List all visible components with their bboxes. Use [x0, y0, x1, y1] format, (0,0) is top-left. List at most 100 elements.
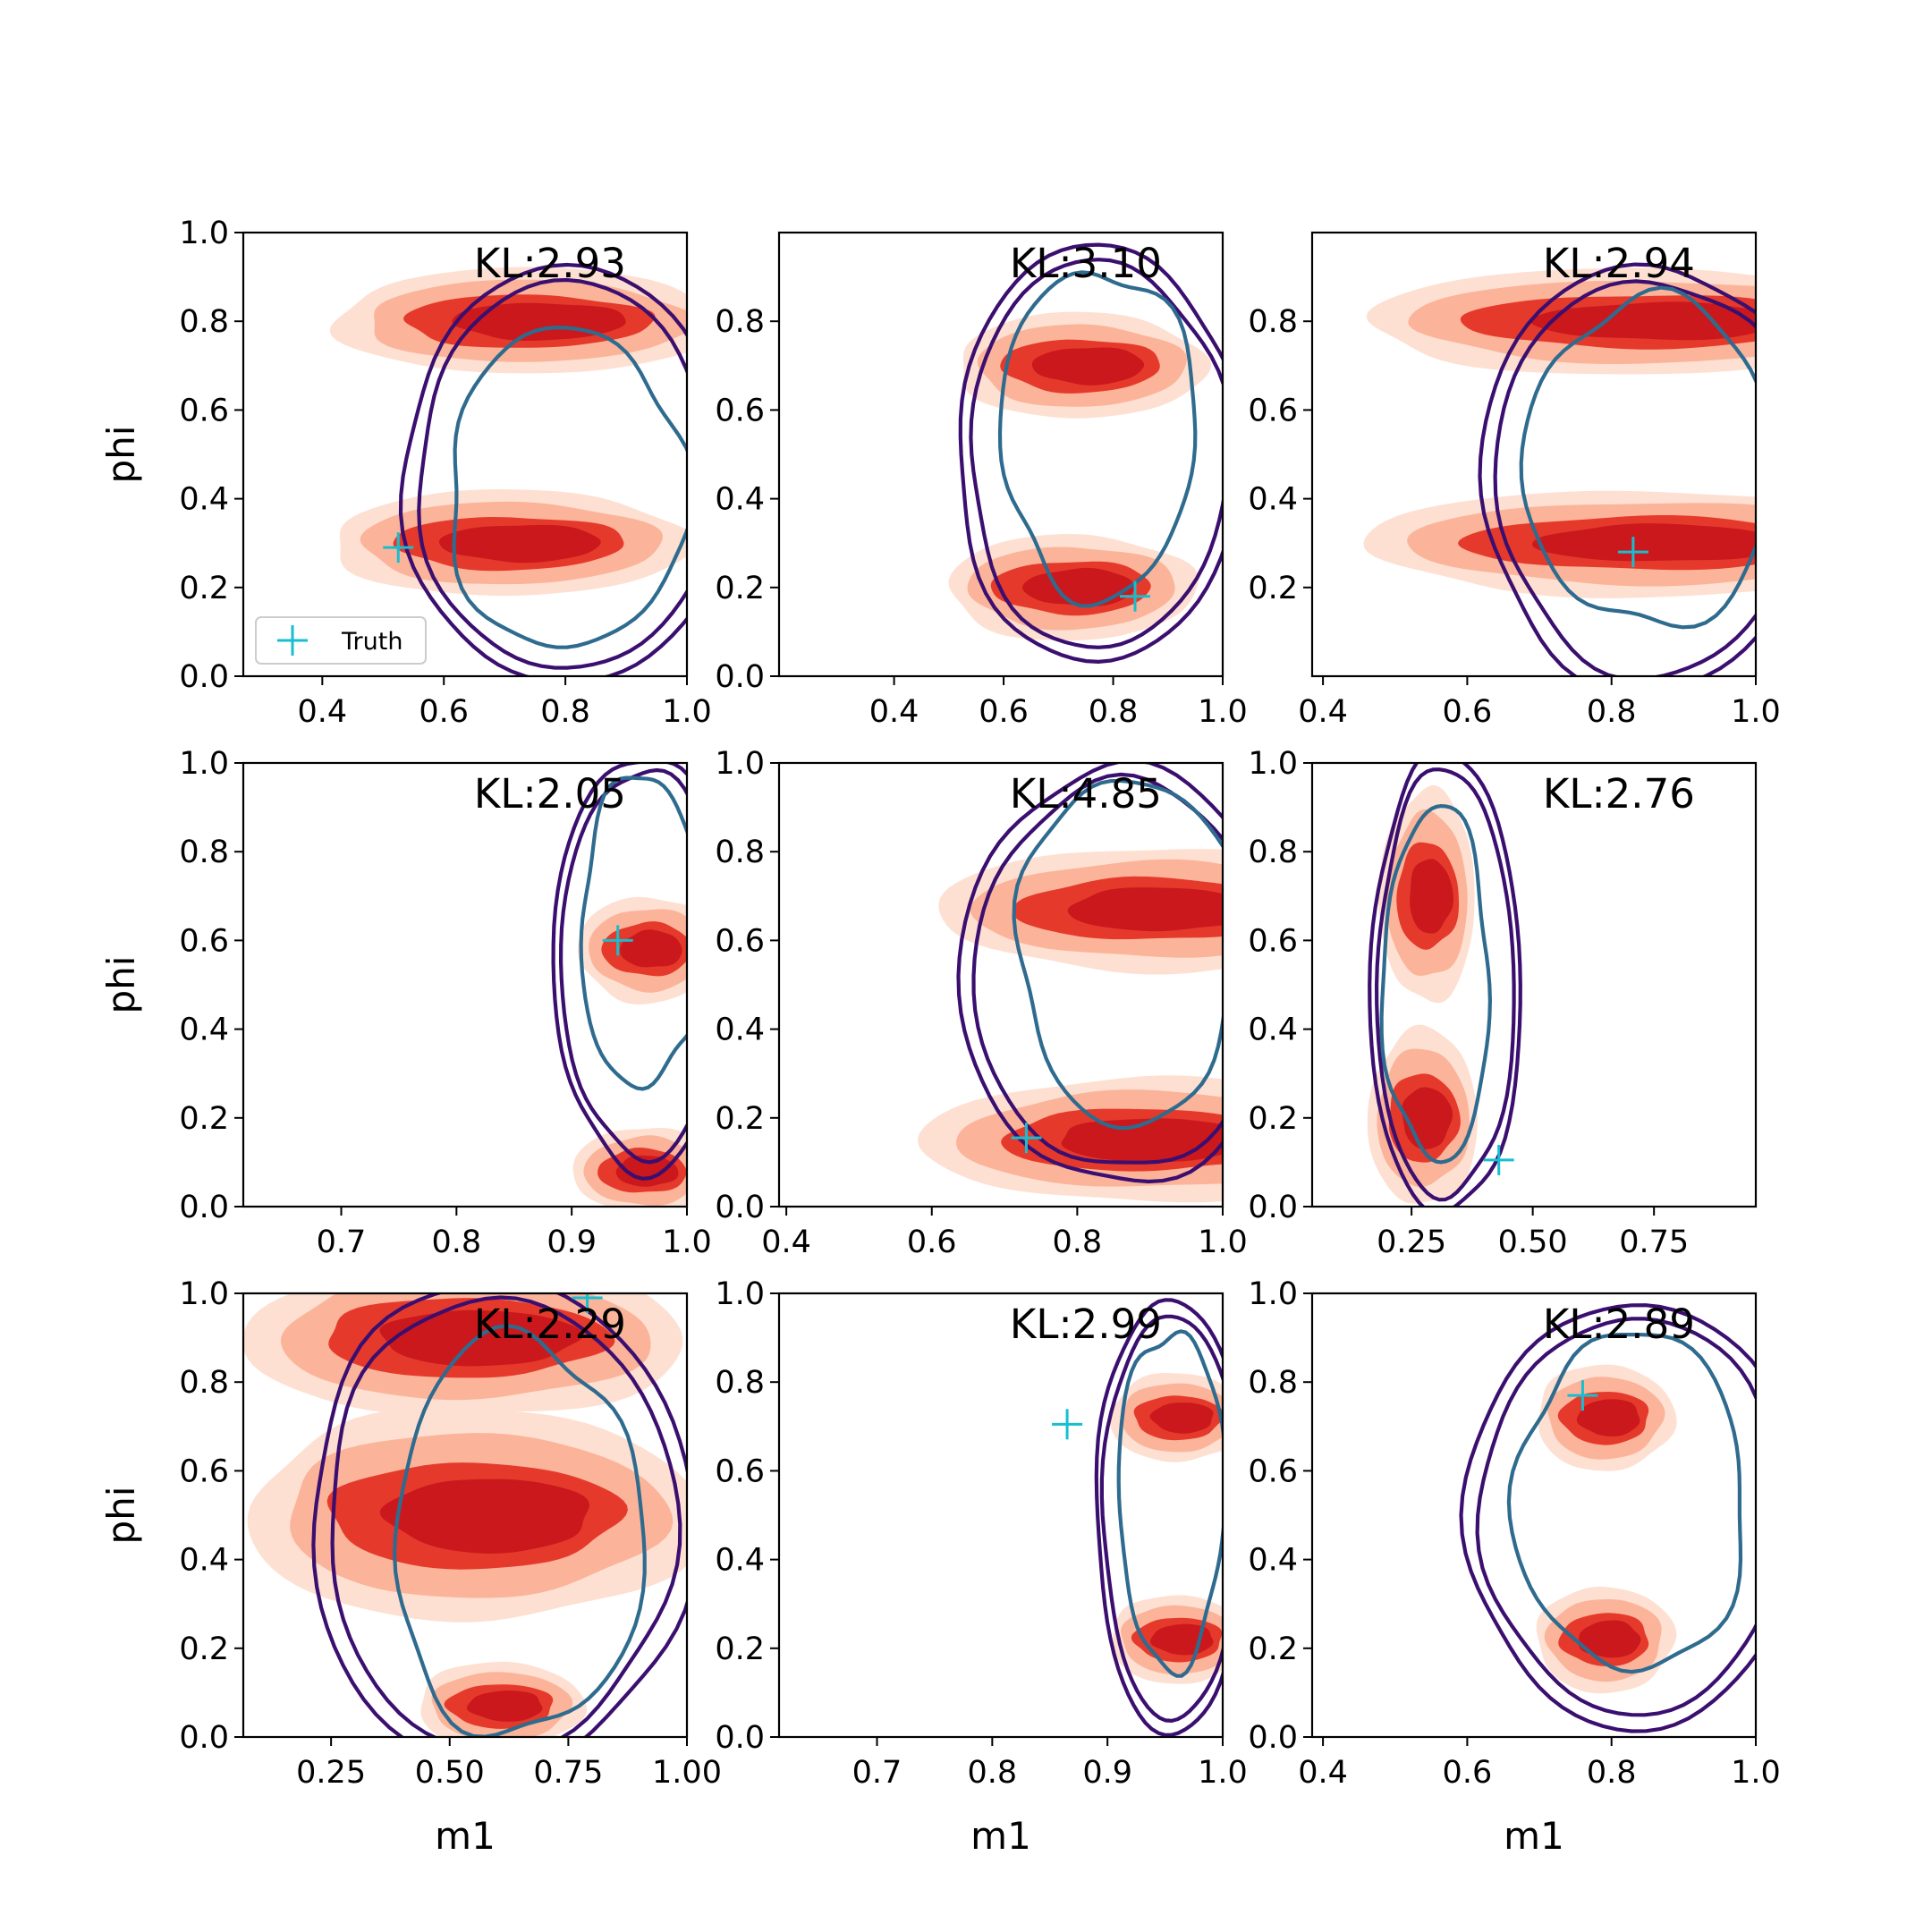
outer-contour	[551, 763, 687, 1181]
plot-area	[1363, 262, 1756, 676]
axes-frame	[242, 761, 689, 1208]
y-tick-label: 0.8	[179, 835, 229, 870]
x-tick-label: 0.4	[1298, 694, 1348, 730]
axes-frame	[242, 1292, 689, 1739]
truth-marker	[1567, 1380, 1598, 1411]
outer-contour	[330, 1295, 682, 1737]
kl-annotation: KL:3.10	[1010, 240, 1162, 287]
outer-contour	[1094, 1298, 1223, 1737]
y-tick-label: 0.8	[715, 304, 765, 340]
x-tick-label: 1.0	[1731, 694, 1781, 730]
kde-level-4	[1031, 347, 1144, 386]
y-tick-label: 1.0	[715, 1276, 765, 1312]
outer-contour	[1493, 279, 1756, 676]
y-tick-label: 0.4	[715, 1013, 765, 1048]
plot-area	[243, 1293, 687, 1737]
inner-contour	[452, 325, 687, 649]
inner-contour	[1012, 778, 1223, 1131]
y-tick-label: 0.6	[179, 393, 229, 428]
x-axis-label: m1	[435, 1814, 496, 1858]
plot-area	[551, 763, 687, 1207]
y-tick-label: 0.0	[179, 659, 229, 695]
y-tick-label: 0.6	[715, 923, 765, 959]
outer-contour	[1374, 767, 1516, 1202]
axes-frame	[1310, 231, 1758, 678]
kde-level-4	[1149, 1402, 1214, 1434]
outer-contour	[558, 767, 687, 1165]
x-tick-label: 0.7	[852, 1755, 902, 1791]
y-tick-label: 0.4	[179, 1543, 229, 1579]
y-axis-label: phi	[99, 956, 143, 1014]
axes-frame	[242, 231, 689, 678]
kde-level-4	[1410, 859, 1454, 934]
outer-contour	[1478, 262, 1756, 676]
kl-annotation: KL:2.05	[474, 770, 626, 818]
y-tick-label: 0.6	[715, 393, 765, 428]
x-tick-label: 0.4	[297, 694, 347, 730]
x-tick-label: 0.25	[1377, 1224, 1446, 1260]
x-tick-label: 1.0	[662, 694, 712, 730]
kde-level-4	[620, 929, 682, 968]
x-tick-label: 0.75	[533, 1755, 603, 1791]
y-tick-label: 0.0	[179, 1720, 229, 1756]
y-tick-label: 0.4	[715, 482, 765, 518]
kde-level-4	[438, 524, 601, 564]
panel-6: KL:2.76 0.25 0.50 0.75 0.0 0.2 0.4 0.6 0.8 1.0	[1248, 746, 1758, 1260]
x-tick-label: 0.9	[547, 1224, 597, 1260]
y-tick-label: 0.4	[179, 1013, 229, 1048]
plot-area	[1459, 1303, 1756, 1733]
axes-frame	[1310, 761, 1758, 1208]
y-tick-label: 0.6	[715, 1453, 765, 1489]
y-axis-label: phi	[99, 426, 143, 484]
y-tick-label: 0.6	[179, 923, 229, 959]
x-tick-label: 0.8	[1053, 1224, 1103, 1260]
plot-area	[329, 262, 687, 676]
y-tick-label: 0.0	[715, 1190, 765, 1225]
axes-frame	[777, 1292, 1224, 1739]
kde-level-4	[1579, 1620, 1641, 1658]
x-tick-label: 0.6	[1443, 694, 1493, 730]
y-tick-label: 0.2	[179, 1101, 229, 1137]
x-tick-label: 1.0	[1731, 1755, 1781, 1791]
y-tick-label: 0.4	[1248, 482, 1298, 518]
y-tick-label: 0.2	[1248, 1101, 1298, 1137]
y-tick-label: 0.4	[179, 482, 229, 518]
x-tick-label: 0.9	[1082, 1755, 1132, 1791]
y-tick-label: 0.2	[179, 571, 229, 606]
kde-level-4	[466, 1690, 543, 1722]
x-tick-label: 0.6	[907, 1224, 957, 1260]
y-tick-label: 0.4	[715, 1543, 765, 1579]
y-tick-label: 0.8	[715, 1365, 765, 1401]
x-tick-label: 0.6	[419, 694, 469, 730]
x-tick-label: 0.7	[317, 1224, 367, 1260]
y-tick-label: 0.8	[179, 304, 229, 340]
y-tick-label: 0.4	[1248, 1013, 1298, 1048]
x-tick-label: 1.0	[1198, 1755, 1248, 1791]
panel-9: KL:2.89 0.4 0.6 0.8 1.0 0.0 0.2 0.4 0.6 0.8 1.0 m1	[1248, 1276, 1781, 1858]
x-tick-label: 1.00	[652, 1755, 722, 1791]
kl-annotation: KL:2.94	[1543, 240, 1695, 287]
panel-4: KL:2.05 0.7 0.8 0.9 1.0 0.0 0.2 0.4 0.6 0.8 1.0 phi	[99, 746, 712, 1260]
y-tick-label: 0.2	[715, 1631, 765, 1667]
truth-marker	[602, 925, 633, 956]
kde-level-4	[1530, 301, 1756, 341]
inner-contour	[1519, 285, 1756, 630]
y-tick-label: 0.6	[1248, 393, 1298, 428]
y-tick-label: 0.2	[1248, 1631, 1298, 1667]
kl-annotation: KL:4.85	[1010, 770, 1162, 818]
kde-level-4	[379, 1309, 584, 1367]
kl-annotation: KL:2.76	[1543, 770, 1695, 818]
inner-contour	[392, 1323, 647, 1737]
plot-area	[1052, 1298, 1223, 1737]
y-tick-label: 1.0	[715, 746, 765, 782]
truth-marker	[1617, 537, 1648, 568]
kl-annotation: KL:2.99	[1010, 1301, 1162, 1348]
legend-label: Truth	[341, 628, 402, 656]
outer-contour	[417, 277, 687, 670]
x-tick-label: 0.6	[979, 694, 1029, 730]
kde-level-4	[615, 1155, 679, 1187]
panel-1: KL:2.93 0.4 0.6 0.8 1.0 0.0 0.2 0.4 0.6 0.8 1.0 phi…	[99, 216, 712, 730]
axes-frame	[777, 761, 1224, 1208]
outer-contour	[958, 242, 1223, 665]
